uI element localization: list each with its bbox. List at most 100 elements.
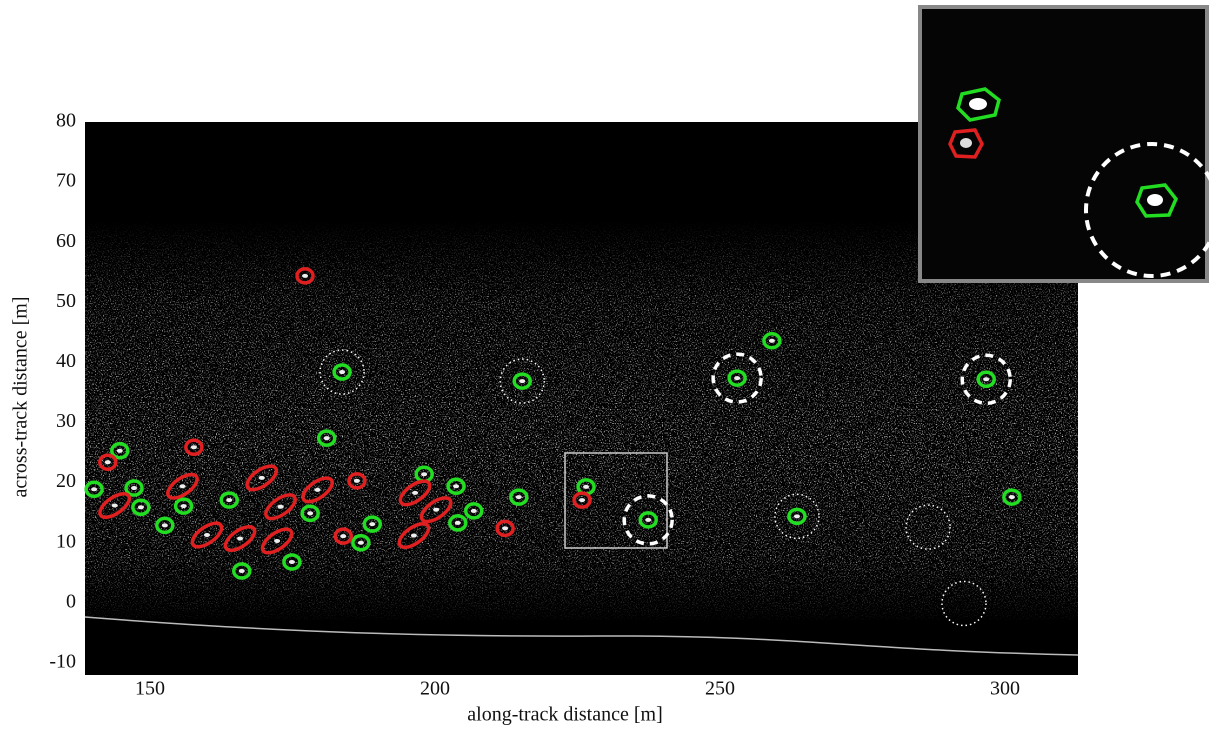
target: [91, 487, 98, 492]
marker: [173, 497, 194, 515]
marker: [98, 453, 118, 471]
inset-target: [1147, 194, 1163, 206]
marker: [124, 479, 144, 497]
marker: [319, 349, 365, 395]
marker: [711, 352, 763, 404]
target: [579, 498, 586, 503]
inset-red: [948, 128, 984, 159]
marker: [499, 358, 545, 404]
marker: [787, 507, 807, 526]
target: [1008, 495, 1015, 500]
marker: [223, 525, 257, 553]
y-tick-label: 20: [56, 470, 76, 492]
marker: [762, 332, 782, 350]
x-axis-label: along-track distance [m]: [467, 704, 662, 726]
marker: [1002, 488, 1022, 506]
target: [515, 495, 522, 500]
marker: [282, 553, 302, 571]
y-tick-label: 10: [56, 530, 76, 552]
inset-target: [960, 138, 972, 148]
marker: [774, 493, 820, 540]
y-tick-label: 40: [56, 350, 76, 372]
marker: [464, 502, 484, 520]
marker: [351, 534, 371, 552]
marker: [572, 491, 592, 509]
marker: [512, 372, 532, 390]
marker: [976, 370, 996, 389]
marker: [446, 477, 466, 496]
marker: [219, 491, 239, 509]
marker: [398, 479, 432, 507]
inset-green: [956, 87, 1001, 122]
x-tick-label: 150: [135, 678, 165, 700]
target: [111, 503, 118, 508]
target: [502, 526, 509, 531]
target: [339, 370, 346, 375]
marker: [362, 515, 383, 533]
target: [274, 538, 281, 543]
marker: [333, 527, 353, 545]
marker: [622, 494, 674, 546]
target: [454, 520, 461, 525]
x-tick-label: 300: [990, 678, 1020, 700]
target: [433, 507, 440, 512]
marker: [905, 504, 951, 550]
marker: [941, 580, 987, 627]
target: [190, 445, 197, 450]
marker: [295, 267, 315, 285]
target: [340, 534, 347, 539]
target: [203, 532, 210, 537]
marker: [264, 493, 297, 521]
marker: [131, 498, 151, 517]
y-tick-label: 0: [66, 590, 76, 612]
target: [161, 523, 168, 528]
target: [179, 484, 186, 489]
target: [357, 540, 364, 545]
inset-dashed-circle: [1084, 142, 1209, 278]
marker: [232, 562, 252, 580]
y-tick-label: 70: [56, 170, 76, 192]
y-tick-label: 80: [56, 110, 76, 132]
inset: [918, 5, 1209, 283]
target: [116, 448, 123, 453]
marker: [332, 363, 352, 381]
target: [519, 379, 526, 384]
marker: [190, 521, 224, 549]
y-tick-label: 50: [56, 290, 76, 312]
target: [323, 436, 330, 441]
target: [314, 487, 321, 492]
target: [412, 490, 419, 495]
zoom-box: [564, 452, 668, 549]
target: [131, 486, 138, 491]
target: [137, 505, 144, 510]
target: [288, 559, 295, 564]
target: [983, 377, 990, 382]
x-tick-label: 250: [705, 678, 735, 700]
marker: [245, 464, 279, 492]
target: [302, 273, 309, 278]
marker: [98, 491, 132, 519]
target: [277, 504, 284, 509]
target: [180, 504, 187, 509]
y-tick-label: -10: [49, 651, 76, 673]
target: [237, 536, 244, 541]
target: [307, 511, 314, 516]
seafloor-line: [84, 616, 1079, 656]
target: [583, 484, 590, 489]
marker: [419, 496, 453, 524]
target: [645, 517, 652, 522]
inset-green: [1135, 183, 1179, 218]
y-tick-label: 30: [56, 410, 76, 432]
target: [470, 508, 477, 513]
seabed-texture: [85, 122, 1078, 675]
marker: [300, 504, 320, 523]
target: [793, 514, 800, 519]
target: [104, 460, 111, 465]
target: [421, 472, 428, 477]
inset-target: [969, 98, 987, 110]
target: [353, 478, 360, 483]
marker: [727, 369, 747, 387]
target: [410, 533, 417, 538]
target: [453, 484, 460, 489]
